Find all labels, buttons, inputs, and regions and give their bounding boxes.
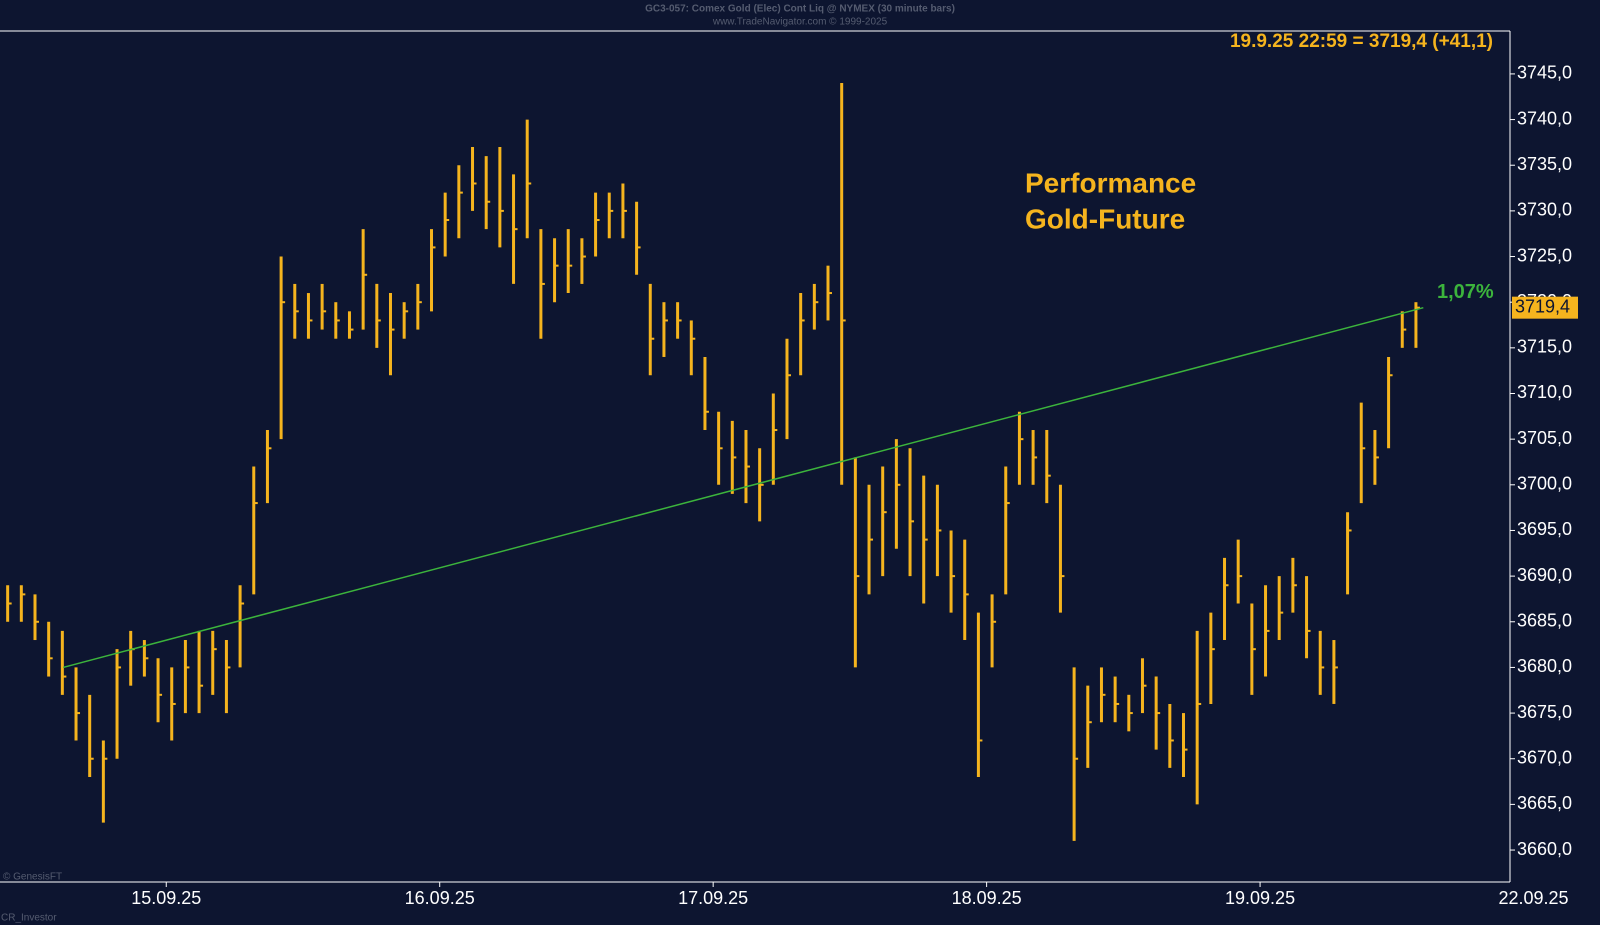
chart-subtitle: www.TradeNavigator.com © 1999-2025 xyxy=(712,17,888,28)
y-tick-label: 3745,0 xyxy=(1517,63,1572,83)
y-tick-label: 3675,0 xyxy=(1517,702,1572,722)
y-tick-label: 3670,0 xyxy=(1517,747,1572,767)
chart-title: GC3-057: Comex Gold (Elec) Cont Liq @ NY… xyxy=(645,4,955,15)
annotation: Gold-Future xyxy=(1025,203,1185,234)
footer: CR_Investor xyxy=(1,913,57,924)
x-tick-label: 19.09.25 xyxy=(1225,888,1295,908)
y-tick-label: 3660,0 xyxy=(1517,839,1572,859)
price-tag-label: 3719,4 xyxy=(1515,296,1570,316)
y-tick-label: 3695,0 xyxy=(1517,519,1572,539)
price-tag xyxy=(1512,296,1578,319)
y-tick-label: 3705,0 xyxy=(1517,428,1572,448)
y-tick-label: 3725,0 xyxy=(1517,245,1572,265)
annotation: Performance xyxy=(1025,167,1196,198)
trend-line xyxy=(62,306,1424,669)
y-tick-label: 3690,0 xyxy=(1517,565,1572,585)
credit: © GenesisFT xyxy=(3,872,62,883)
trend-label: 1,07% xyxy=(1437,281,1494,303)
y-tick-label: 3735,0 xyxy=(1517,154,1572,174)
x-tick-label: 15.09.25 xyxy=(131,888,201,908)
y-tick-label: 3665,0 xyxy=(1517,793,1572,813)
y-tick-label: 3680,0 xyxy=(1517,656,1572,676)
header-quote: 19.9.25 22:59 = 3719,4 (+41,1) xyxy=(1230,31,1493,52)
x-tick-label: 17.09.25 xyxy=(678,888,748,908)
y-tick-label: 3710,0 xyxy=(1517,382,1572,402)
y-tick-label: 3715,0 xyxy=(1517,337,1572,357)
y-tick-label: 3700,0 xyxy=(1517,474,1572,494)
y-tick-label: 3730,0 xyxy=(1517,200,1572,220)
x-tick-label: 18.09.25 xyxy=(952,888,1022,908)
x-tick-label: 16.09.25 xyxy=(405,888,475,908)
y-tick-label: 3740,0 xyxy=(1517,108,1572,128)
x-tick-label: 22.09.25 xyxy=(1498,888,1568,908)
y-tick-label: 3685,0 xyxy=(1517,611,1572,631)
